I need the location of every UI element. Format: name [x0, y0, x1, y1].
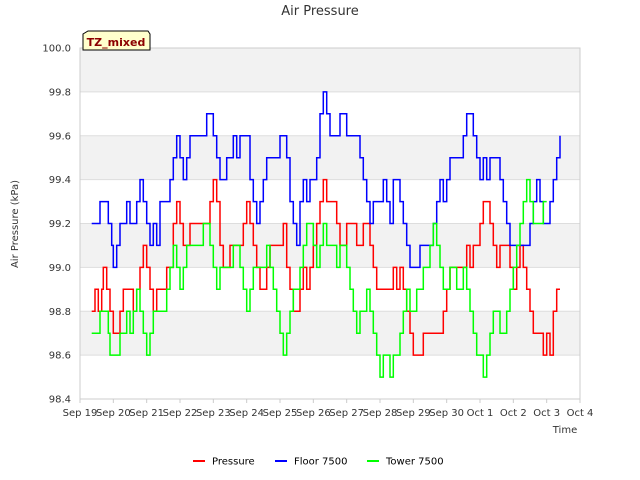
x-tick-label: Sep 23: [196, 408, 231, 419]
tz-annotation-box: [82, 30, 151, 51]
tz-annotation-label: TZ_mixed: [87, 36, 146, 49]
y-tick-label: 100.0: [42, 44, 71, 55]
y-axis-title: Air Pressure (kPa): [10, 180, 21, 268]
x-tick-label: Sep 22: [163, 408, 198, 419]
x-tick-label: Oct 3: [533, 408, 560, 419]
chart-title: Air Pressure: [281, 4, 359, 19]
x-tick-label: Sep 25: [263, 408, 298, 419]
tz-annotation: TZ_mixed: [82, 30, 151, 51]
x-tick-label: Sep 26: [296, 408, 331, 419]
series-line-tower-7500: [91, 178, 547, 378]
plot-frame: [79, 47, 581, 400]
y-tick-label: 98.4: [49, 395, 71, 406]
y-tick-label: 99.2: [49, 219, 71, 230]
y-tick-label: 98.8: [49, 307, 71, 318]
y-tick-label: 98.6: [49, 351, 71, 362]
y-tick-label: 99.8: [49, 87, 71, 98]
x-tick-label: Oct 2: [500, 408, 527, 419]
x-axis-title: Time: [552, 425, 577, 436]
x-tick-label: Sep 30: [429, 408, 464, 419]
y-tick-label: 99.4: [49, 175, 71, 186]
legend-label: Floor 7500: [294, 457, 348, 468]
legend-label: Pressure: [212, 457, 255, 468]
x-tick-label: Sep 19: [63, 408, 98, 419]
legend-label: Tower 7500: [385, 457, 444, 468]
y-tick-labels: 98.4 98.6 98.8 99.0 99.2 99.4 99.6 99.8 100.0: [42, 44, 71, 406]
x-tick-label: Sep 20: [96, 408, 131, 419]
x-tick-label: Sep 27: [329, 408, 364, 419]
plot-band: [80, 311, 580, 356]
series-lines: [91, 91, 561, 378]
x-tick-label: Sep 29: [396, 408, 431, 419]
x-tick-label: Sep 28: [363, 408, 398, 419]
series-line-floor-7500: [91, 91, 561, 269]
y-tick-label: 99.6: [49, 131, 71, 142]
x-tick-label: Oct 4: [567, 408, 594, 419]
plot-band: [80, 135, 580, 180]
x-tick-label: Oct 1: [467, 408, 494, 419]
y-tick-label: 99.0: [49, 263, 71, 274]
legend: Pressure Floor 7500 Tower 7500: [193, 457, 444, 468]
x-tick-label: Sep 21: [129, 408, 164, 419]
plot-band: [80, 48, 580, 92]
plot-bands: [80, 48, 580, 356]
x-tick-label: Sep 24: [229, 408, 264, 419]
